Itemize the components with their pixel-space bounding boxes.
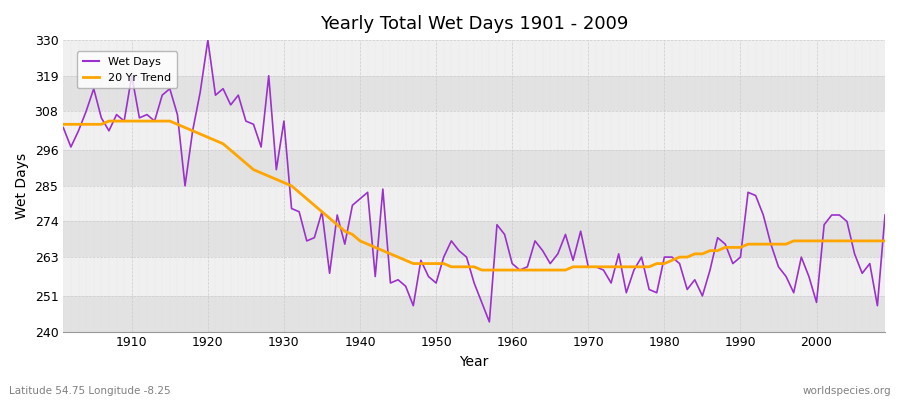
Bar [63,76,885,111]
Wet Days [613,252,624,256]
X-axis label: Year: Year [460,355,489,369]
Text: Latitude 54.75 Longitude -8.25: Latitude 54.75 Longitude -8.25 [9,386,171,396]
Wet Days [119,119,130,124]
Text: worldspecies.org: worldspecies.org [803,386,891,396]
20 Yr Trend [613,264,624,269]
Wet Days [58,125,68,130]
20 Yr Trend [339,229,350,234]
20 Yr Trend [104,119,114,124]
20 Yr Trend [293,190,304,195]
Legend: Wet Days, 20 Yr Trend: Wet Days, 20 Yr Trend [77,52,177,88]
Bar [63,186,885,222]
Wet Days [515,268,526,272]
20 Yr Trend [476,268,487,272]
Wet Days [484,320,495,324]
20 Yr Trend [879,238,890,243]
20 Yr Trend [515,268,526,272]
20 Yr Trend [58,122,68,127]
Title: Yearly Total Wet Days 1901 - 2009: Yearly Total Wet Days 1901 - 2009 [320,15,628,33]
Bar [63,257,885,296]
Line: 20 Yr Trend: 20 Yr Trend [63,121,885,270]
Wet Days [202,38,213,42]
Bar [63,222,885,257]
Bar [63,296,885,332]
Bar [63,40,885,76]
Wet Days [879,212,890,217]
20 Yr Trend [126,119,137,124]
20 Yr Trend [522,268,533,272]
Wet Days [339,242,350,246]
Bar [63,111,885,150]
Line: Wet Days: Wet Days [63,40,885,322]
Bar [63,150,885,186]
Wet Days [293,209,304,214]
Y-axis label: Wet Days: Wet Days [15,153,29,219]
Wet Days [522,264,533,269]
